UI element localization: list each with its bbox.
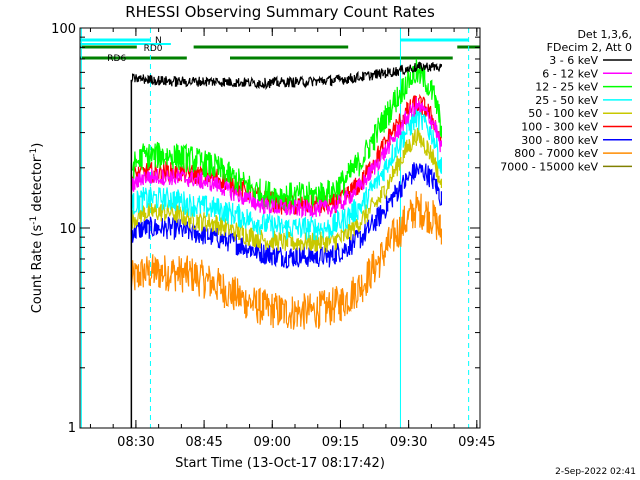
series-line-6-12-kev xyxy=(130,97,442,219)
legend-label-1: 6 - 12 keV xyxy=(542,67,598,80)
x-axis-label: Start Time (13-Oct-17 08:17:42) xyxy=(175,456,385,471)
legend-header-line1: Det 1,3,6, xyxy=(577,28,632,41)
y-tick-label-10: 10 xyxy=(59,222,76,237)
flag-label-rd6: RD6 xyxy=(107,54,126,64)
y-tick-label-1: 1 xyxy=(68,421,76,436)
series-line-300-800-kev xyxy=(130,162,442,269)
chart-title: RHESSI Observing Summary Count Rates xyxy=(125,3,435,21)
legend-header-line2: FDecim 2, Att 0 xyxy=(547,41,632,54)
x-axis: 08:30 08:45 09:00 09:15 09:30 09:45 xyxy=(89,28,496,450)
x-tick-label-0: 08:30 xyxy=(117,435,154,450)
y-tick-label-100: 100 xyxy=(51,22,76,37)
y-axis-label-mid: detector xyxy=(30,156,45,216)
legend-label-0: 3 - 6 keV xyxy=(549,54,598,67)
y-axis-label-main: Count Rate (s xyxy=(30,225,45,314)
series-line-25-50-kev xyxy=(130,105,442,241)
flag-label-rd0: RD0 xyxy=(144,44,163,54)
legend-label-5: 100 - 300 keV xyxy=(521,121,598,134)
footer-date: 2-Sep-2022 02:41 xyxy=(555,467,636,477)
x-tick-label-1: 08:45 xyxy=(185,435,222,450)
series-line-12-25-kev xyxy=(130,58,442,210)
x-tick-label-3: 09:15 xyxy=(322,435,359,450)
legend-label-8: 7000 - 15000 keV xyxy=(500,160,598,173)
y-axis-label-end: ) xyxy=(30,143,45,148)
y-axis-label: Count Rate (s-1 detector-1) xyxy=(29,143,45,314)
y-axis: 1 10 100 xyxy=(51,22,480,436)
legend-label-7: 800 - 7000 keV xyxy=(514,147,598,160)
x-tick-label-2: 09:00 xyxy=(254,435,291,450)
series-line-800-7000-kev xyxy=(130,191,442,330)
legend-label-3: 25 - 50 keV xyxy=(535,94,598,107)
x-tick-label-4: 09:30 xyxy=(390,435,427,450)
y-axis-label-sup1: -1 xyxy=(29,216,39,225)
series-line-3-6-kev xyxy=(130,61,442,91)
legend-label-6: 300 - 800 keV xyxy=(521,134,598,147)
flag-label-n: N xyxy=(155,36,162,46)
x-tick-label-5: 09:45 xyxy=(458,435,495,450)
legend-label-4: 50 - 100 keV xyxy=(528,107,598,120)
legend-label-2: 12 - 25 keV xyxy=(535,81,598,94)
y-axis-label-sup2: -1 xyxy=(29,148,39,157)
